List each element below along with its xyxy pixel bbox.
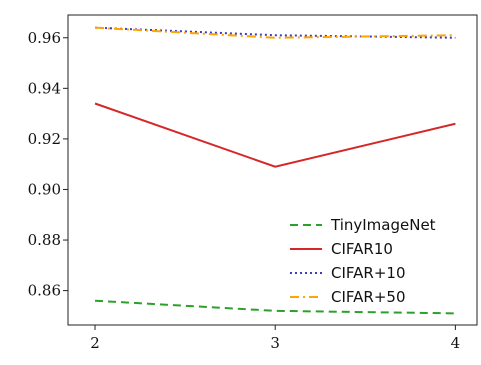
x-axis: 2 3 4	[90, 325, 460, 352]
legend-label-tinyimagenet: TinyImageNet	[330, 216, 436, 234]
y-tick-label: 0.86	[28, 282, 61, 300]
x-tick-label: 4	[451, 334, 461, 352]
legend: TinyImageNet CIFAR10 CIFAR+10 CIFAR+50	[290, 216, 436, 306]
x-tick-label: 2	[90, 334, 100, 352]
legend-label-cifar10: CIFAR10	[331, 240, 393, 258]
plot-area	[68, 15, 477, 325]
x-tick-label: 3	[270, 334, 280, 352]
legend-label-cifar-plus-50: CIFAR+50	[331, 288, 406, 306]
y-tick-label: 0.88	[28, 231, 61, 249]
y-tick-label: 0.92	[28, 130, 61, 148]
y-tick-label: 0.94	[28, 79, 61, 97]
series-line-cifar-plus-50	[94, 26, 456, 39]
y-tick-label: 0.90	[28, 180, 61, 198]
series-line-tinyimagenet	[94, 299, 456, 315]
legend-label-cifar-plus-10: CIFAR+10	[331, 264, 406, 282]
y-tick-label: 0.96	[28, 29, 61, 47]
plot-frame	[67, 14, 478, 326]
y-axis: 0.86 0.88 0.90 0.92 0.94 0.96	[28, 29, 68, 300]
series-lines	[94, 26, 456, 315]
series-line-cifar10	[94, 102, 456, 168]
